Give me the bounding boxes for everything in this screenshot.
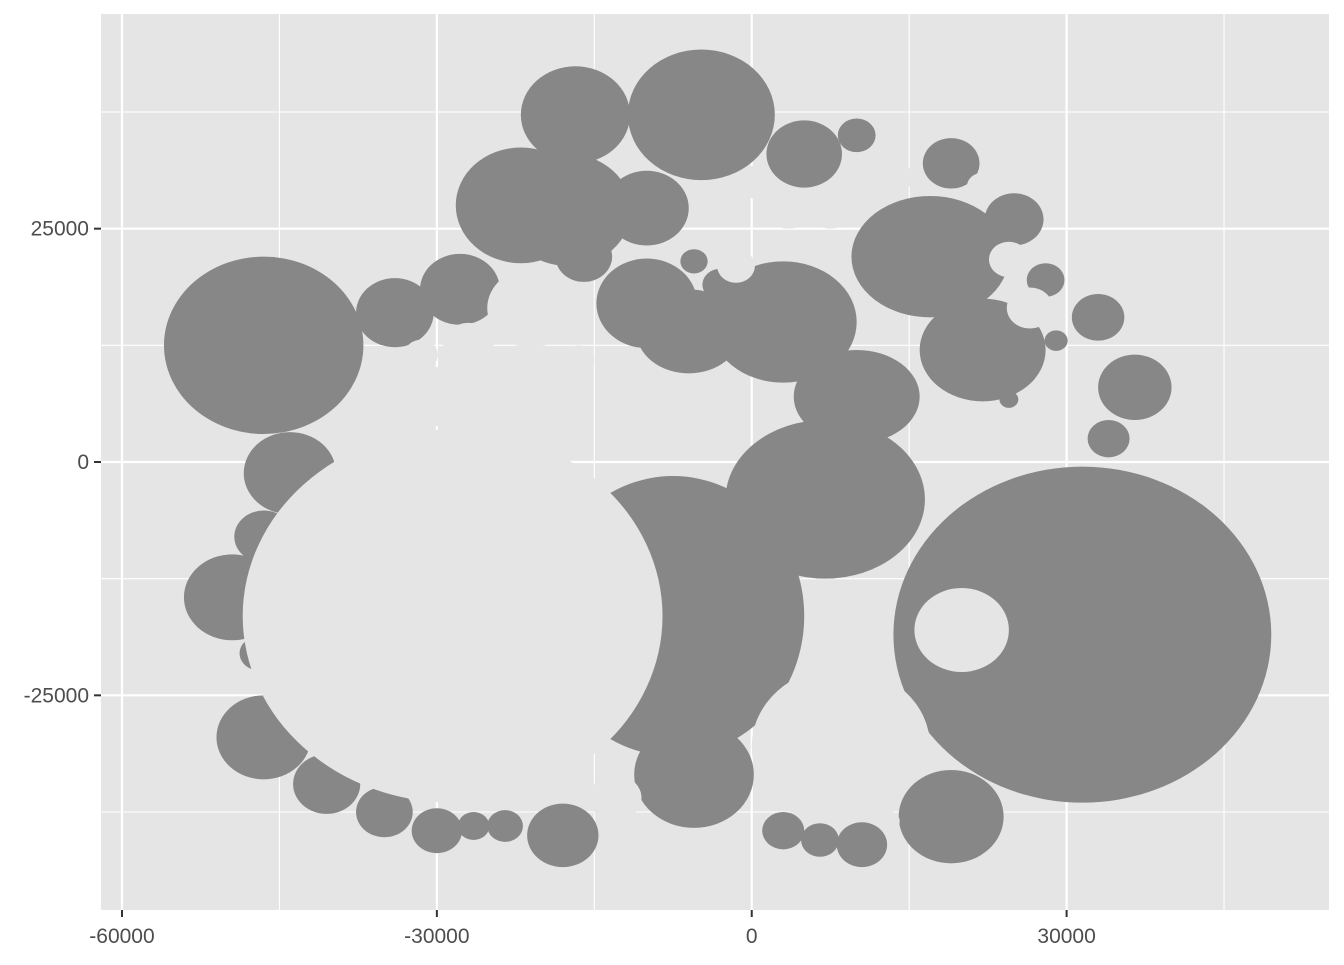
circle-shape [801,823,839,857]
circle-shape [356,786,413,838]
circle-shape [604,170,689,246]
x-axis-tick-label: -30000 [404,925,469,948]
data-shapes [163,49,1272,868]
circle-shape [717,249,755,283]
circle-shape [596,258,698,349]
x-axis-tick-label: 30000 [1037,925,1095,948]
circle-shape [966,172,999,201]
circle-shape [809,191,852,229]
circle-shape [242,429,663,803]
circle-shape [892,167,916,188]
circle-shape [984,193,1044,246]
polygon-shape [919,298,1046,402]
circle-shape [487,268,576,348]
circle-shape [914,588,1009,672]
polygon-shape [851,195,1009,318]
circle-shape [443,322,494,368]
circle-shape [398,366,466,427]
circle-shape [766,120,842,188]
circle-shape [589,774,642,822]
axes: -60000 -30000 0 30000 25000 0 -25000 [24,218,1096,948]
circle-shape [404,339,438,370]
polygon-shape [709,261,857,383]
circle-shape [1017,334,1043,357]
circle-shape [1098,354,1172,421]
circle-shape [1006,287,1053,329]
circle-shape [988,241,1029,278]
polygon-shape [793,350,920,444]
polygon-shape [725,420,925,579]
circle-shape [762,812,805,850]
circle-shape [1087,420,1130,458]
circle-shape [163,256,364,434]
circle-shape [999,391,1019,408]
circle-shape [837,118,876,153]
circle-shape [893,466,1272,803]
circle-shape [1044,330,1068,351]
circle-shape [751,667,931,827]
circle-shape [762,182,815,229]
circle-shape [627,49,775,181]
circle-shape [527,803,599,868]
circle-shape [898,770,1004,864]
circle-shape [634,721,754,828]
y-axis-tick-label: -25000 [24,684,89,707]
x-axis-tick-label: 0 [746,925,758,948]
circle-shape [922,138,980,189]
y-axis-tick-label: 25000 [31,218,89,241]
circle-shape [411,808,463,854]
circle-shape [420,253,500,325]
x-axis-tick-label: -60000 [89,925,154,948]
circle-shape [487,810,523,842]
circle-shape [520,66,630,164]
circle-shape [457,812,490,840]
circle-shape [555,231,613,282]
circle-shape [1071,294,1125,341]
circle-shape [836,822,888,868]
circle-shape [562,345,595,374]
circle-shape [680,249,708,274]
circle-shape [837,151,897,204]
circle-shape [455,147,586,264]
circle-shape [356,278,434,348]
circle-shape [876,811,900,832]
circle-shape [468,345,574,439]
y-axis-tick-label: 0 [77,451,89,474]
